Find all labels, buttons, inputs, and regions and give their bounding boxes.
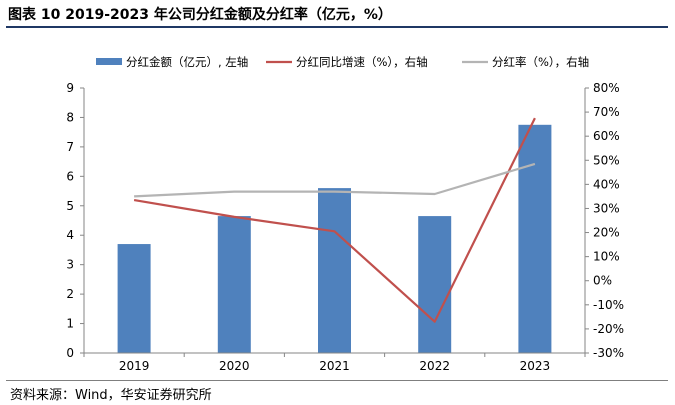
chart-axes: 0 1 2 3 4 5 6 7 8 9 -30% -20% -10% 0% 10% 20% 30% 40% 50% 6… bbox=[66, 81, 624, 373]
source-divider bbox=[6, 380, 668, 381]
bar-2022 bbox=[418, 216, 452, 353]
bar-2019 bbox=[117, 244, 151, 353]
right-tick-label: 60% bbox=[593, 129, 620, 143]
right-tick-label: 10% bbox=[593, 250, 620, 264]
x-tick-label: 2020 bbox=[219, 359, 250, 373]
legend-label: 分红同比增速（%），右轴 bbox=[296, 55, 428, 69]
title-divider bbox=[6, 26, 668, 28]
right-tick-label: 40% bbox=[593, 177, 620, 191]
x-tick-label: 2019 bbox=[119, 359, 150, 373]
right-tick-label: 80% bbox=[593, 81, 620, 95]
right-tick-label: 70% bbox=[593, 105, 620, 119]
bar-2021 bbox=[318, 188, 351, 353]
x-tick-label: 2021 bbox=[319, 359, 350, 373]
line-series-1 bbox=[133, 117, 536, 323]
legend-label: 分红金额（亿元）, 左轴 bbox=[126, 55, 248, 69]
bar-2020 bbox=[217, 216, 251, 353]
left-tick-label: 4 bbox=[66, 228, 74, 242]
left-tick-label: 0 bbox=[66, 346, 74, 360]
right-tick-label: 20% bbox=[593, 226, 620, 240]
left-tick-label: 1 bbox=[66, 317, 74, 331]
legend-label: 分红率（%），右轴 bbox=[492, 55, 589, 69]
bar-series bbox=[117, 124, 552, 353]
line-series-2 bbox=[134, 162, 536, 198]
right-tick-label: 30% bbox=[593, 201, 620, 215]
left-tick-label: 7 bbox=[66, 140, 74, 154]
left-tick-label: 8 bbox=[66, 110, 74, 124]
right-tick-label: -20% bbox=[593, 322, 624, 336]
left-tick-label: 9 bbox=[66, 81, 74, 95]
left-tick-label: 6 bbox=[66, 169, 74, 183]
left-tick-label: 3 bbox=[66, 258, 74, 272]
right-tick-label: 0% bbox=[593, 274, 612, 288]
left-tick-label: 5 bbox=[66, 199, 74, 213]
left-tick-label: 2 bbox=[66, 287, 74, 301]
bar-2023 bbox=[518, 124, 552, 353]
line-series bbox=[133, 117, 536, 323]
right-tick-label: 50% bbox=[593, 153, 620, 167]
x-tick-label: 2023 bbox=[520, 359, 551, 373]
chart-legend: 分红金额（亿元）, 左轴 分红同比增速（%），右轴 分红率（%），右轴 bbox=[96, 55, 589, 69]
source-note: 资料来源：Wind，华安证券研究所 bbox=[10, 388, 212, 403]
x-tick-label: 2022 bbox=[419, 359, 450, 373]
page-title: 图表 10 2019-2023 年公司分红金额及分红率（亿元，%） bbox=[8, 7, 392, 23]
legend-swatch-bar bbox=[96, 58, 122, 65]
right-tick-label: -30% bbox=[593, 346, 624, 360]
right-tick-label: -10% bbox=[593, 298, 624, 312]
